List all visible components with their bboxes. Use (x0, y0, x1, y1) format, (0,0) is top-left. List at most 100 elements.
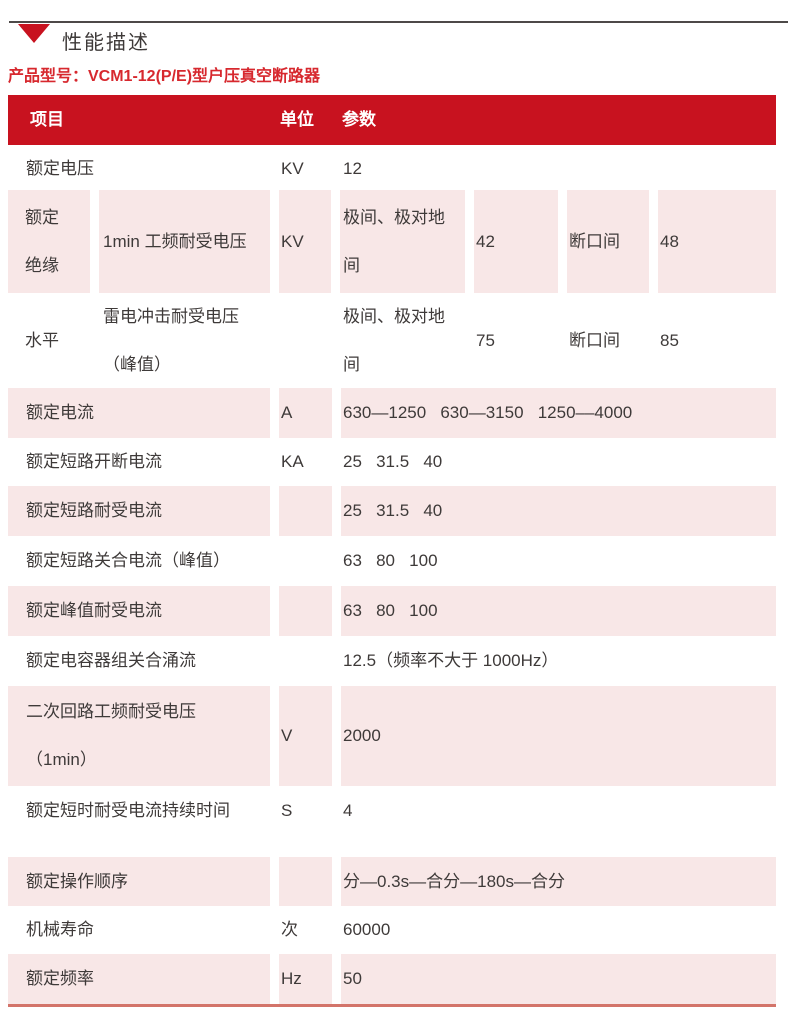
table-cell-text: 25 31.5 40 (343, 452, 443, 471)
table-cell: 60000 (341, 906, 776, 954)
table-cell-text: （峰值） (103, 354, 171, 374)
table-cell-text: 额定短路开断电流 (26, 452, 162, 471)
table-cell-text: 次 (281, 920, 298, 939)
table-cell: 次 (279, 906, 332, 954)
table-cell (279, 857, 332, 906)
table-cell-text: KV (281, 231, 304, 251)
table-cell-text: 断口间 (569, 231, 620, 251)
table-cell: 2000 (341, 686, 776, 786)
table-cell-text: KA (281, 452, 304, 471)
table-cell-text: 额定电流 (26, 403, 94, 422)
table-cell-text: S (281, 801, 293, 820)
column-header-item: 项目 (30, 110, 64, 129)
table-cell: 额定电容器组关合涌流 (8, 636, 270, 686)
table-cell-text: 630—1250 630—3150 1250––4000 (343, 403, 633, 422)
table-cell-text: 极间、极对地 (343, 307, 445, 326)
table-cell-text: A (281, 403, 293, 422)
table-row: 机械寿命 次 60000 (8, 906, 776, 954)
table-cell-text: 额定操作顺序 (26, 871, 128, 891)
table-cell (279, 486, 332, 536)
table-cell: 50 (341, 954, 776, 1004)
table-row: 额定短路开断电流 KA 25 31.5 40 (8, 438, 776, 486)
table-cell-text: 雷电冲击耐受电压 (103, 307, 239, 326)
table-cell-text: 75 (476, 330, 495, 350)
table-cell: 断口间 (567, 190, 649, 293)
table-cell-text: 25 31.5 40 (343, 501, 443, 520)
table-cell: 630—1250 630—3150 1250––4000 (341, 388, 776, 438)
table-cell: 42 (474, 190, 558, 293)
table-cell: KV (279, 145, 332, 190)
table-cell-text: 4 (343, 801, 353, 820)
table-cell-text: 分—0.3s—合分—180s—合分 (343, 871, 565, 891)
table-header-row: 项目 单位 参数 (8, 95, 776, 145)
table-cell: 1min 工频耐受电压 (99, 190, 270, 293)
table-row: 额定峰值耐受电流 63 80 100 (8, 586, 776, 636)
table-cell: 额定短路耐受电流 (8, 486, 270, 536)
table-cell: 额定电压 (8, 145, 270, 190)
table-cell-text: Hz (281, 969, 302, 988)
table-cell: A (279, 388, 332, 438)
table-cell-text: V (281, 726, 293, 745)
table-cell: 额定电流 (8, 388, 270, 438)
table-cell-text: 间 (343, 354, 360, 374)
table-row: 额定频率 Hz 50 (8, 954, 776, 1004)
table-cell: 额定短时耐受电流持续时间 (8, 786, 270, 836)
table-cell (279, 536, 332, 586)
table-cell-text: 间 (343, 255, 360, 275)
table-cell-text: 绝缘 (25, 255, 59, 275)
table-row: 额定电容器组关合涌流 12.5（频率不大于 1000Hz） (8, 636, 776, 686)
table-row: 水平 雷电冲击耐受电压 （峰值） 极间、极对地间 75 断口间 85 (8, 293, 776, 388)
table-row: 额定电流 A 630—1250 630—3150 1250––4000 (8, 388, 776, 438)
table-cell-text: 额定 (25, 207, 59, 227)
table-cell: V (279, 686, 332, 786)
table-cell: S (279, 786, 332, 836)
table-cell: 分—0.3s—合分—180s—合分 (341, 857, 776, 906)
table-cell-text: 50 (343, 969, 362, 988)
table-cell-text: 水平 (25, 330, 59, 350)
table-row: 额定 绝缘 1min 工频耐受电压 KV 极间、极对地间 42 断口间 48 (8, 190, 776, 293)
table-cell-text: 额定峰值耐受电流 (26, 601, 162, 620)
table-cell: 机械寿命 (8, 906, 270, 954)
table-row: 额定短时耐受电流持续时间 S 4 (8, 786, 776, 836)
table-cell: KA (279, 438, 332, 486)
table-cell: 4 (341, 786, 776, 836)
table-cell: 极间、极对地间 (340, 293, 465, 388)
table-cell-text: 12 (343, 159, 362, 178)
table-cell: Hz (279, 954, 332, 1004)
table-cell-text: 63 80 100 (343, 601, 438, 620)
table-cell-text: 1min 工频耐受电压 (103, 231, 247, 251)
table-cell-text: 48 (660, 231, 679, 251)
table-cell (279, 586, 332, 636)
table-cell-text: 42 (476, 231, 495, 251)
table-cell-text: 63 80 100 (343, 551, 438, 570)
table-cell-text: （1min） (26, 750, 97, 769)
table-cell: 25 31.5 40 (341, 438, 776, 486)
spec-table-body: 额定电压 KV 12 额定绝缘 1min 工频耐受电压 KV 极间、极对地间 42 断口间 48 水… (8, 145, 776, 1004)
table-cell-text: 额定电容器组关合涌流 (26, 651, 196, 670)
column-header-unit: 单位 (280, 110, 314, 129)
table-cell-text: 额定短路关合电流（峰值） (26, 551, 230, 570)
table-cell-text: 二次回路工频耐受电压 (26, 702, 196, 721)
table-bottom-line (8, 1004, 776, 1007)
table-cell: 75 (474, 293, 558, 388)
table-cell-text: 60000 (343, 920, 391, 939)
table-cell: 额定短路关合电流（峰值） (8, 536, 270, 586)
spec-table: 项目 单位 参数 额定电压 KV 12 额定绝缘 1min 工频耐受电压 KV 极间、极对地… (8, 95, 776, 1007)
table-cell: 断口间 (567, 293, 649, 388)
table-row: 额定操作顺序 分—0.3s—合分—180s—合分 (8, 857, 776, 906)
table-cell-text: 12.5（频率不大于 1000Hz） (343, 651, 559, 670)
table-cell: 48 (658, 190, 776, 293)
table-cell-text: 断口间 (569, 330, 620, 350)
table-cell: 63 80 100 (341, 536, 776, 586)
table-cell: 额定操作顺序 (8, 857, 270, 906)
table-cell-text: 额定短时耐受电流持续时间 (26, 801, 230, 820)
red-triangle-bullet-icon (18, 24, 50, 43)
table-row: 额定短路耐受电流 25 31.5 40 (8, 486, 776, 536)
table-cell: 63 80 100 (341, 586, 776, 636)
table-cell: 水平 (8, 293, 90, 388)
table-cell-text: KV (281, 159, 304, 178)
table-cell-text: 额定电压 (26, 159, 94, 178)
table-cell: 雷电冲击耐受电压 （峰值） (99, 293, 270, 388)
table-cell: 12 (341, 145, 776, 190)
table-cell: KV (279, 190, 331, 293)
